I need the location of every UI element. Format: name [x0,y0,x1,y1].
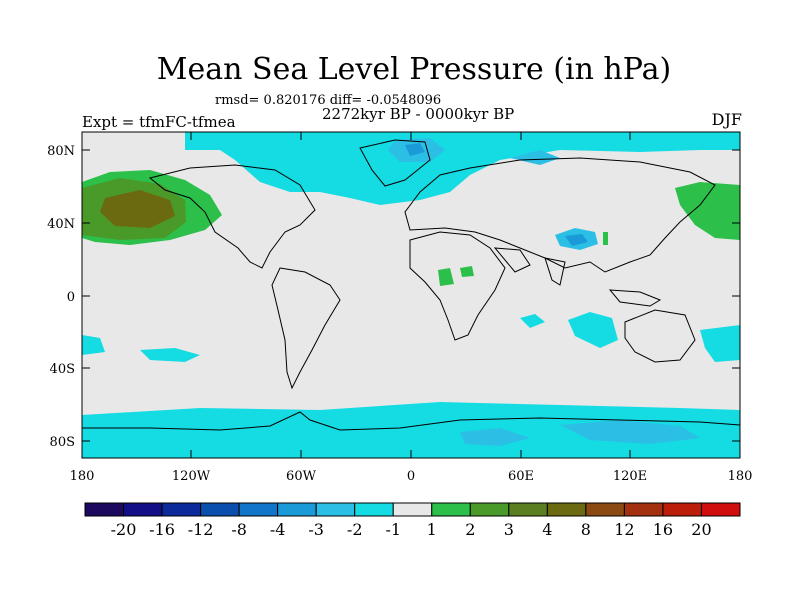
anomaly-fields [82,132,740,458]
colorbar-label: -2 [347,520,363,539]
map-title: Mean Sea Level Pressure (in hPa) [156,52,672,87]
colorbar-label: -8 [231,520,247,539]
axis-ticks [82,132,740,458]
southern-ocean-low-atlantic [460,428,530,446]
south-pacific-low [82,335,105,355]
colorbar-label: 16 [653,520,673,539]
greenland-low-core [405,143,425,156]
colorbar-swatch [315,502,356,517]
africa-high-east [460,266,474,277]
colorbar-label: 4 [542,520,552,539]
colorbar-swatch [623,502,664,517]
tibet-low-core [565,234,588,246]
south-pacific-low-east [140,348,200,362]
colorbar-swatch [431,502,471,517]
lat-label-0: 0 [67,290,75,305]
coastlines [82,139,740,431]
colorbar-label: 1 [427,520,437,539]
colorbar-swatch [508,502,548,517]
indian-ocean-low [568,312,618,348]
rmsd-diff-stats: rmsd= 0.820176 diff= -0.0548096 [215,93,442,108]
colorbar-label: -20 [111,520,137,539]
colorbar-swatch [469,502,510,517]
colorbar-label: -16 [149,520,175,539]
africa-high-west [438,268,454,286]
colorbar-swatch [161,502,202,517]
colorbar-label: 20 [691,520,711,539]
colorbar-label: -1 [385,520,401,539]
colorbar-swatch [354,502,394,517]
season-label: DJF [711,110,742,129]
experiment-label: Expt = tfmFC-tfmea [82,113,236,131]
north-pacific-high-core [100,190,175,228]
lat-label-80s: 80S [50,435,75,450]
colorbar-swatch [238,502,279,517]
colorbar: -20 -16 -12 -8 -4 -3 -2 -1 1 2 3 4 8 12 16 20 [84,502,741,539]
lon-label-60w: 60W [286,469,317,484]
lon-label-180e: 180 [728,469,753,484]
siberia-low [510,150,560,165]
southern-ocean-low-indian [560,420,700,444]
nw-pacific-high [675,182,740,240]
colorbar-swatch [392,502,433,517]
arctic-negative-region [185,132,740,205]
colorbar-label: 8 [581,520,591,539]
indian-ocean-low-small [520,314,545,328]
colorbar-label: -4 [270,520,286,539]
tasman-low [700,325,740,362]
colorbar-label: 2 [465,520,475,539]
southern-ocean-negative-band [82,402,740,458]
colorbar-swatch [123,502,163,517]
colorbar-swatch [585,502,625,517]
colorbar-swatch [200,502,240,517]
tibet-positive [603,232,608,245]
colorbar-label: -3 [308,520,324,539]
lon-label-60e: 60E [508,469,534,484]
colorbar-swatch [700,502,741,517]
lon-label-120e: 120E [613,469,647,484]
lat-label-40n: 40N [47,217,75,232]
lat-label-80n: 80N [47,144,75,159]
colorbar-label: -12 [188,520,214,539]
colorbar-label: 12 [614,520,634,539]
colorbar-swatch [662,502,702,517]
lon-label-0: 0 [407,469,415,484]
lon-label-120w: 120W [172,469,211,484]
colorbar-swatch [84,502,125,517]
time-period: 2272kyr BP - 0000kyr BP [322,105,515,123]
colorbar-label: 3 [504,520,514,539]
colorbar-swatch [546,502,587,517]
lon-label-180w: 180 [70,469,95,484]
colorbar-swatch [277,502,317,517]
lat-label-40s: 40S [50,362,75,377]
